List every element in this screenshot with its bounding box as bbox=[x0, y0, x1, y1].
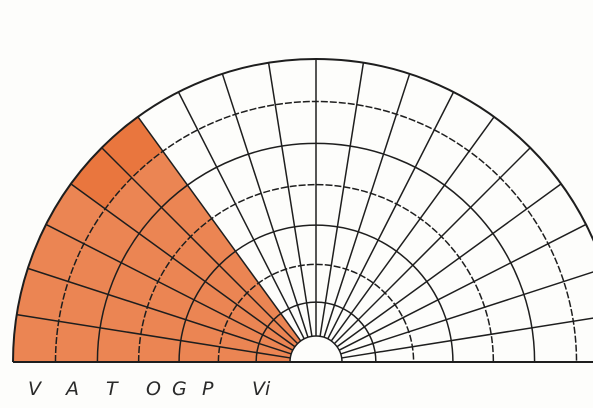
shaded-cell bbox=[205, 265, 247, 305]
grid-spoke bbox=[27, 267, 292, 355]
label-g: G bbox=[172, 378, 187, 400]
shaded-cell bbox=[97, 327, 141, 362]
grid-ring bbox=[137, 183, 495, 363]
shaded-cell bbox=[190, 218, 236, 266]
grid-spoke bbox=[336, 183, 562, 348]
shaded-cell bbox=[237, 292, 274, 327]
label-a: A bbox=[66, 378, 79, 400]
shaded-cell bbox=[140, 307, 186, 341]
shaded-cell bbox=[219, 331, 260, 353]
shaded-cell bbox=[131, 151, 188, 208]
shaded-cell bbox=[180, 319, 224, 347]
shaded-cell bbox=[229, 304, 268, 335]
shaded-cell bbox=[259, 334, 293, 354]
label-vi: Vi bbox=[252, 378, 271, 400]
grid-spoke bbox=[338, 223, 587, 351]
label-v: V bbox=[28, 378, 41, 400]
shaded-cell bbox=[108, 262, 158, 308]
shaded-cell bbox=[185, 299, 230, 332]
grid-spoke bbox=[323, 73, 411, 338]
shaded-cell bbox=[273, 313, 301, 344]
shaded-cell bbox=[262, 326, 295, 351]
grid-spoke bbox=[137, 116, 302, 342]
shaded-cell bbox=[16, 268, 69, 322]
grid-spoke bbox=[101, 147, 299, 345]
grid-spoke bbox=[340, 271, 593, 355]
shaded-cell bbox=[147, 281, 194, 320]
shaded-cell bbox=[256, 343, 292, 358]
shaded-cell bbox=[172, 236, 220, 282]
shaded-cell bbox=[223, 317, 263, 344]
grid-spoke bbox=[221, 73, 309, 338]
grid-lines bbox=[12, 58, 593, 363]
grid-spoke bbox=[333, 147, 531, 345]
grid-spoke bbox=[319, 62, 365, 337]
grid-spoke bbox=[267, 62, 313, 337]
shaded-cell bbox=[83, 208, 140, 263]
shaded-cell bbox=[27, 224, 84, 282]
shaded-cell bbox=[121, 233, 173, 282]
shaded-cell bbox=[219, 251, 259, 293]
shaded-cell bbox=[100, 294, 148, 335]
grid-spoke bbox=[45, 223, 294, 351]
shaded-cell bbox=[157, 257, 206, 300]
shaded-cell bbox=[58, 281, 109, 328]
grid-spoke bbox=[330, 116, 495, 342]
shaded-cell bbox=[218, 346, 257, 362]
grid-spoke bbox=[341, 317, 593, 359]
shaded-cell bbox=[139, 207, 191, 258]
shaded-cell bbox=[246, 283, 281, 320]
grid-spoke bbox=[327, 91, 455, 340]
grid-spoke bbox=[70, 183, 296, 348]
shaded-cell bbox=[161, 185, 212, 237]
shaded-cell bbox=[55, 321, 101, 362]
shaded-cell bbox=[193, 281, 238, 318]
label-t: T bbox=[106, 378, 118, 400]
shaded-cells bbox=[13, 116, 301, 362]
shaded-cell bbox=[138, 334, 181, 362]
grid-spoke bbox=[177, 91, 305, 340]
grid-spoke bbox=[16, 313, 291, 359]
shaded-cell bbox=[267, 319, 298, 347]
shaded-cell bbox=[13, 314, 59, 362]
label-o: O bbox=[146, 378, 161, 400]
label-p: P bbox=[202, 378, 214, 400]
shaded-cell bbox=[179, 340, 220, 362]
shaded-cell bbox=[256, 352, 291, 362]
